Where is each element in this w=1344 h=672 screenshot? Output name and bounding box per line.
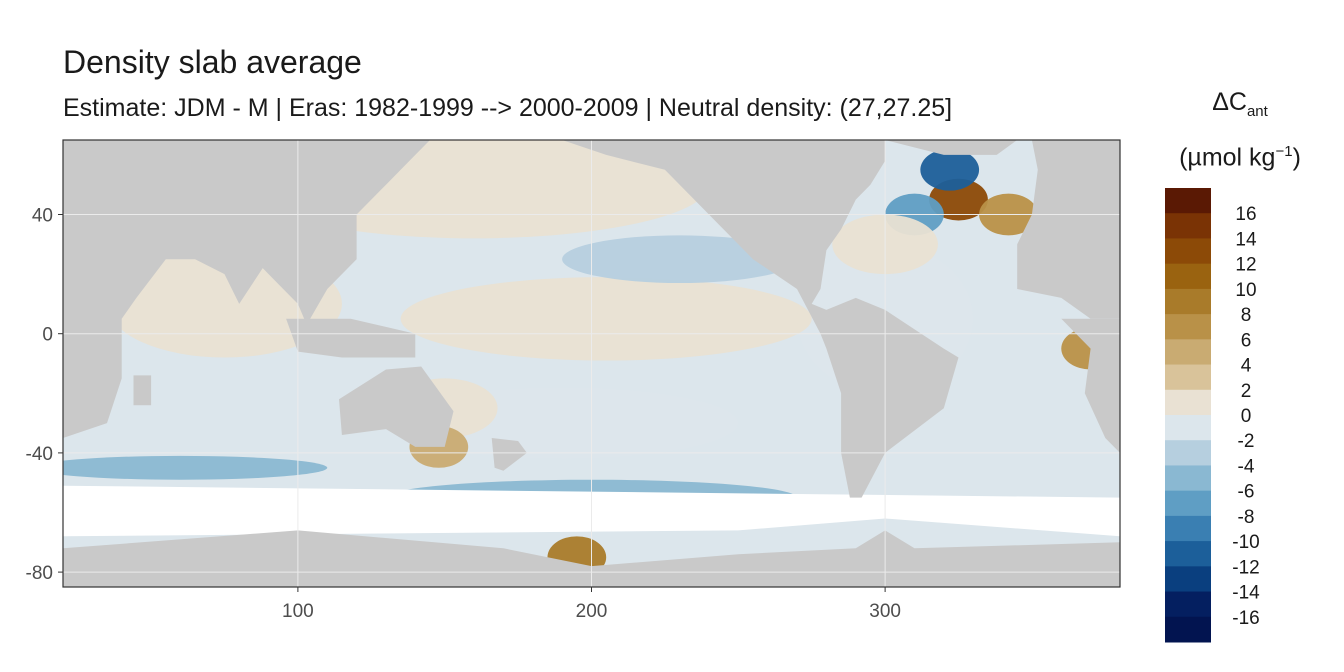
colorbar-bin-11 bbox=[1165, 465, 1211, 492]
colorbar-bin-1 bbox=[1165, 213, 1211, 239]
colorbar-bin-10 bbox=[1165, 440, 1211, 466]
colorbar-label-14: -12 bbox=[1232, 557, 1259, 578]
land-maritime-continent bbox=[286, 318, 416, 358]
y-tick-label-1: 0 bbox=[42, 325, 53, 346]
legend-unit: (µmol kg bbox=[1179, 143, 1276, 172]
field-region-10 bbox=[920, 148, 980, 191]
colorbar-bin-3 bbox=[1165, 263, 1211, 290]
legend-subscript: ant bbox=[1246, 103, 1268, 120]
colorbar-label-12: -8 bbox=[1238, 507, 1255, 528]
colorbar-label-11: -6 bbox=[1238, 482, 1255, 503]
land-antarctica bbox=[63, 530, 1120, 587]
field-region-16 bbox=[562, 235, 798, 284]
field-region-2 bbox=[400, 277, 812, 361]
land-madagascar bbox=[133, 375, 152, 406]
colorbar-bin-0 bbox=[1165, 188, 1211, 214]
y-axis: 40 0 -40 -80 bbox=[26, 206, 63, 584]
land-new-zealand bbox=[491, 438, 527, 471]
colorbar-bin-13 bbox=[1165, 515, 1211, 542]
colorbar-label-13: -10 bbox=[1232, 532, 1259, 553]
legend-title: ΔCant (µmol kg−1) bbox=[1150, 82, 1330, 177]
colorbar-bin-12 bbox=[1165, 490, 1211, 517]
colorbar-label-5: 6 bbox=[1241, 330, 1252, 351]
colorbar-bin-8 bbox=[1165, 389, 1211, 416]
land-americas bbox=[562, 140, 959, 498]
colorbar-bin-7 bbox=[1165, 364, 1211, 391]
colorbar-bin-15 bbox=[1165, 566, 1211, 593]
colorbar-bin-14 bbox=[1165, 541, 1211, 567]
x-tick-label-2: 300 bbox=[869, 601, 901, 622]
x-axis: 100 200 300 bbox=[282, 587, 901, 622]
chart-subtitle: Estimate: JDM - M | Eras: 1982-1999 --> … bbox=[63, 94, 953, 122]
legend-unit-exponent: −1 bbox=[1275, 143, 1293, 160]
colorbar-label-0: 16 bbox=[1235, 204, 1256, 225]
colorbar-label-9: -2 bbox=[1238, 431, 1255, 452]
colorbar-label-8: 0 bbox=[1241, 406, 1252, 427]
colorbar-label-7: 2 bbox=[1241, 381, 1252, 402]
chart-title: Density slab average bbox=[63, 44, 362, 80]
colorbar-bin-9 bbox=[1165, 415, 1211, 441]
y-tick-label-3: -80 bbox=[26, 563, 53, 584]
colorbar-bin-6 bbox=[1165, 339, 1211, 366]
colorbar-bin-4 bbox=[1165, 288, 1211, 315]
colorbar-bin-2 bbox=[1165, 238, 1211, 265]
legend-unit-close: ) bbox=[1292, 143, 1301, 172]
colorbar-label-6: 4 bbox=[1241, 356, 1252, 377]
colorbar-label-1: 14 bbox=[1235, 229, 1257, 250]
colorbar-label-10: -4 bbox=[1238, 456, 1255, 477]
colorbar-label-2: 12 bbox=[1235, 255, 1256, 276]
field-region-6 bbox=[63, 455, 328, 480]
x-tick-label-1: 200 bbox=[576, 601, 608, 622]
colorbar-label-16: -16 bbox=[1232, 608, 1259, 629]
land-australia bbox=[339, 366, 454, 447]
gridlines bbox=[63, 140, 1120, 587]
y-tick-label-0: 40 bbox=[32, 206, 53, 227]
land-greenland bbox=[885, 140, 1018, 155]
colorbar-label-15: -14 bbox=[1232, 583, 1260, 604]
y-tick-label-2: -40 bbox=[26, 444, 53, 465]
colorbar-bin-16 bbox=[1165, 591, 1211, 618]
colorbar-label-3: 10 bbox=[1235, 280, 1256, 301]
colorbar-bin-5 bbox=[1165, 314, 1211, 340]
x-tick-label-0: 100 bbox=[282, 601, 314, 622]
land-europe-africa-east bbox=[1017, 140, 1120, 319]
colorbar-bin-17 bbox=[1165, 616, 1211, 643]
colorbar: 16 14 12 10 8 6 4 2 0 -2 -4 -6 -8 -10 -12 -14 -16 bbox=[1165, 188, 1260, 643]
land-southern-africa bbox=[1061, 318, 1120, 453]
legend-symbol: ΔC bbox=[1212, 88, 1247, 116]
colorbar-label-4: 8 bbox=[1241, 305, 1252, 326]
